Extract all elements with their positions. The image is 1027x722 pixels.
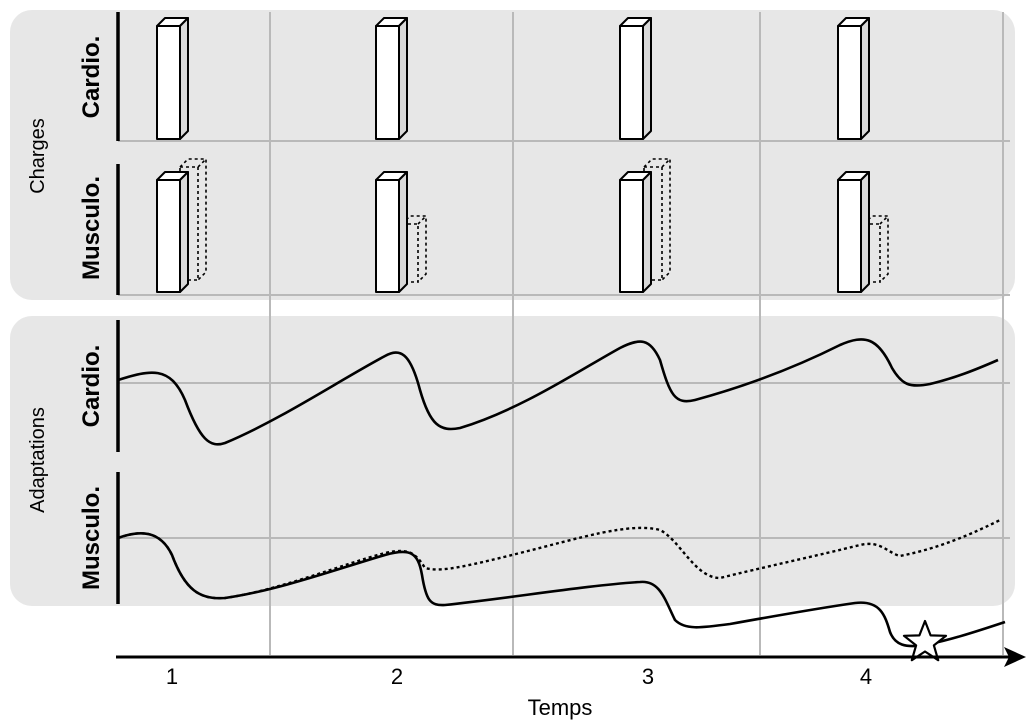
horizontal-gridlines <box>118 140 1010 539</box>
musculo-block-2 <box>375 171 408 293</box>
musculo-adaptation-curve-solid <box>117 531 1006 648</box>
cardio-block-4 <box>837 17 870 140</box>
cardio-block-3 <box>619 17 652 140</box>
musculo-block-4 <box>837 171 870 293</box>
time-axis-ticks: 1 2 3 4 <box>166 664 872 689</box>
group-label-charges: Charges <box>27 118 49 194</box>
star-icon <box>902 619 948 662</box>
row-label-adapt-cardio: Cardio. <box>78 345 105 428</box>
musculo-load-blocks <box>156 171 870 293</box>
cardio-load-blocks <box>156 17 870 140</box>
vertical-gridlines <box>269 12 1004 655</box>
time-axis <box>116 647 1026 667</box>
cardio-block-2 <box>375 17 408 140</box>
tick-label-1: 1 <box>166 664 178 689</box>
row-label-adapt-musculo: Musculo. <box>78 486 105 590</box>
arrow-right-icon <box>1004 647 1026 667</box>
group-label-adaptations: Adaptations <box>27 407 49 513</box>
tick-label-4: 4 <box>860 664 872 689</box>
musculo-block-1 <box>156 171 189 293</box>
cardio-adaptation-curve <box>117 338 999 446</box>
row-label-charges-cardio: Cardio. <box>78 36 105 119</box>
tick-label-2: 2 <box>391 664 403 689</box>
cardio-block-1 <box>156 17 189 140</box>
musculo-block-3 <box>619 171 652 293</box>
tick-label-3: 3 <box>642 664 654 689</box>
x-axis-label: Temps <box>528 695 593 720</box>
row-label-charges-musculo: Musculo. <box>78 176 105 280</box>
